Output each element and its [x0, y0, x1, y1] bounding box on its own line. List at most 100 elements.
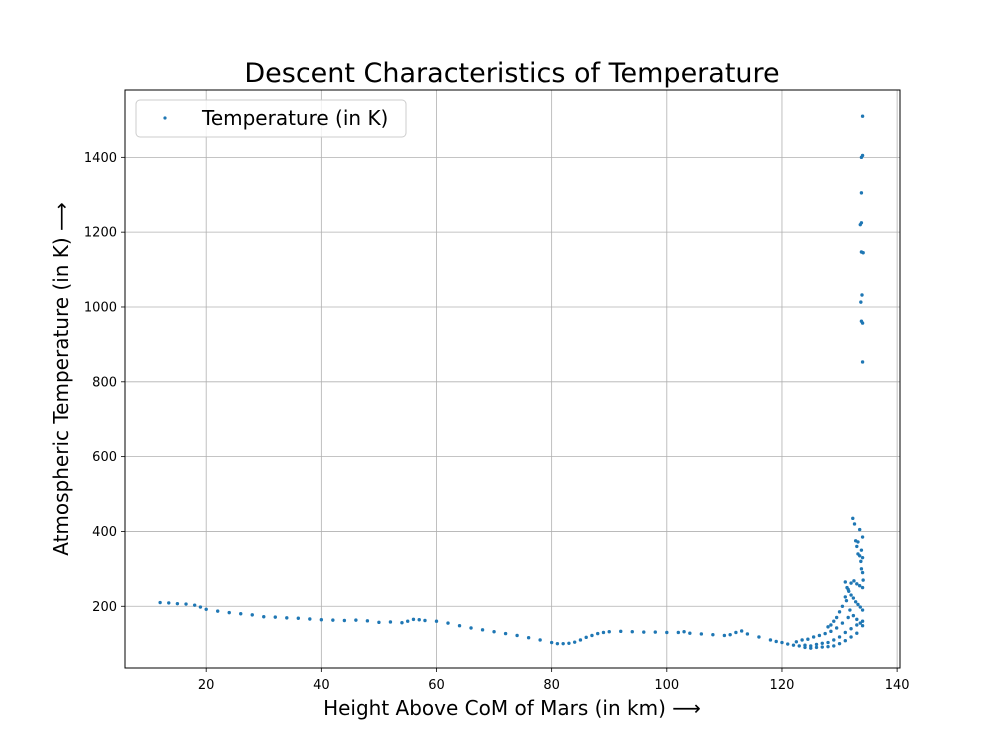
data-point: [653, 630, 657, 634]
data-point: [400, 621, 404, 625]
data-point: [480, 628, 485, 632]
y-tick-label: 400: [92, 525, 117, 540]
data-point: [457, 624, 462, 628]
data-point: [377, 620, 381, 625]
data-point: [851, 516, 855, 521]
chart-title: Descent Characteristics of Temperature: [244, 58, 779, 89]
data-point: [601, 630, 606, 635]
data-point: [204, 607, 208, 611]
data-point: [596, 631, 600, 636]
data-point: [503, 631, 508, 636]
data-point: [296, 616, 301, 620]
data-point: [860, 624, 865, 628]
data-point: [757, 635, 761, 639]
data-point: [469, 626, 473, 630]
data-point: [847, 589, 851, 594]
data-point: [676, 630, 681, 635]
data-point: [711, 633, 715, 637]
y-tick-label: 1000: [84, 300, 117, 315]
data-point: [849, 593, 853, 597]
data-point: [227, 610, 231, 615]
data-point: [811, 635, 816, 639]
y-axis-ticks: 200 400 600 800 1000 1200 1400: [84, 151, 125, 615]
y-tick-label: 800: [92, 375, 117, 390]
data-point: [175, 601, 180, 606]
x-tick-label: 120: [770, 678, 795, 693]
x-axis-label: Height Above CoM of Mars (in km) ⟶: [323, 696, 701, 720]
data-point: [860, 619, 865, 623]
data-point: [319, 618, 324, 622]
x-tick-label: 80: [543, 678, 560, 693]
data-point: [853, 600, 858, 604]
data-point: [809, 646, 813, 650]
data-point: [837, 641, 842, 646]
data-point: [331, 618, 335, 622]
x-tick-label: 20: [198, 678, 215, 693]
data-point: [860, 293, 864, 297]
data-point: [682, 630, 686, 634]
data-point: [584, 635, 588, 640]
data-point: [852, 522, 857, 526]
data-point: [642, 630, 646, 634]
data-point: [734, 630, 738, 635]
data-point: [423, 618, 427, 623]
data-point: [216, 609, 220, 613]
data-point: [590, 633, 594, 638]
data-point: [851, 596, 856, 600]
data-point: [856, 540, 860, 544]
data-point: [555, 641, 560, 646]
data-point: [786, 642, 790, 646]
data-point: [365, 619, 370, 623]
data-point: [198, 605, 203, 609]
data-point: [856, 602, 860, 607]
grid-lines: [125, 90, 900, 668]
data-point: [834, 626, 839, 630]
data-point: [406, 619, 410, 623]
data-point: [780, 640, 784, 645]
y-tick-label: 200: [92, 600, 117, 615]
data-point: [239, 612, 243, 616]
data-point: [837, 610, 842, 614]
data-point: [840, 604, 845, 608]
data-point: [578, 638, 583, 642]
data-point: [342, 618, 347, 623]
data-point: [774, 639, 778, 644]
x-axis-ticks: 20 40 60 80 100 120 140: [198, 668, 910, 693]
data-point: [832, 644, 836, 648]
data-point: [688, 631, 692, 635]
data-point: [861, 578, 865, 582]
data-point: [158, 600, 162, 605]
data-point: [829, 623, 833, 627]
data-point: [184, 602, 188, 606]
data-point: [745, 632, 750, 636]
data-point: [820, 645, 824, 649]
data-point: [852, 579, 856, 583]
data-point: [860, 321, 865, 325]
y-axis-label: Atmospheric Temperature (in K) ⟶: [49, 202, 73, 556]
data-point: [844, 598, 849, 603]
data-point: [411, 617, 416, 622]
x-tick-label: 60: [428, 678, 445, 693]
data-point: [285, 616, 289, 620]
data-point: [860, 608, 865, 612]
scatter-points: [158, 114, 865, 650]
data-point: [794, 640, 799, 644]
data-point: [630, 630, 634, 634]
data-point: [858, 621, 862, 625]
data-point: [728, 633, 732, 637]
data-point: [817, 633, 822, 638]
data-point: [167, 601, 171, 605]
y-tick-label: 1200: [84, 226, 117, 241]
data-point: [619, 629, 623, 634]
data-point: [860, 570, 865, 575]
data-point: [855, 582, 859, 586]
legend-box: [135, 99, 407, 138]
data-point: [859, 155, 864, 160]
data-point: [832, 638, 836, 642]
data-point: [849, 627, 853, 631]
data-point: [859, 567, 864, 571]
data-point: [434, 619, 439, 623]
data-point: [417, 618, 421, 622]
data-point: [250, 613, 254, 617]
